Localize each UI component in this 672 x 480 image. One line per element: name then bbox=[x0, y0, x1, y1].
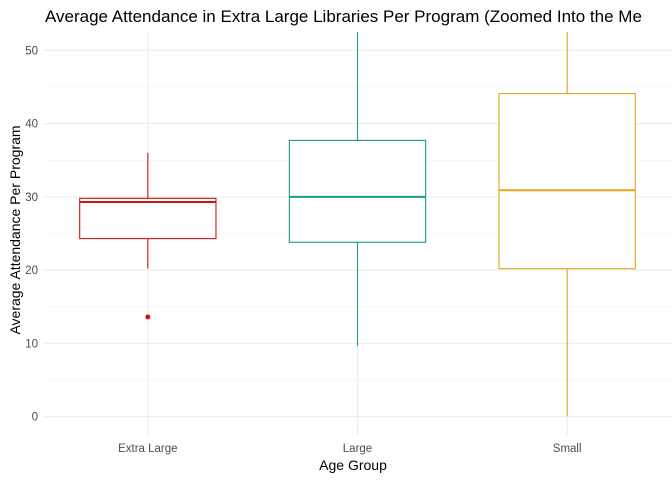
x-tick-label: Extra Large bbox=[118, 443, 177, 455]
box-body bbox=[79, 197, 217, 240]
x-tick-label: Small bbox=[553, 443, 582, 455]
y-axis-title: Average Attendance Per Program bbox=[7, 125, 23, 334]
box-body bbox=[288, 139, 427, 243]
x-axis-title: Age Group bbox=[319, 457, 387, 473]
box-large bbox=[288, 32, 427, 346]
boxes-layer bbox=[79, 32, 636, 416]
x-tick-label: Large bbox=[343, 443, 372, 455]
y-tick-label: 40 bbox=[25, 119, 38, 131]
box-extra-large bbox=[79, 152, 217, 320]
box-body bbox=[498, 92, 636, 270]
y-tick-label: 0 bbox=[32, 412, 38, 424]
y-tick-label: 10 bbox=[25, 338, 38, 350]
chart-title: Average Attendance in Extra Large Librar… bbox=[45, 7, 642, 26]
y-tick-label: 50 bbox=[25, 45, 38, 57]
outlier-point bbox=[145, 314, 151, 320]
y-tick-label: 30 bbox=[25, 192, 38, 204]
x-tick-labels: Extra Large Large Small bbox=[118, 443, 581, 455]
y-tick-label: 20 bbox=[25, 265, 38, 277]
y-tick-labels: 0 10 20 30 40 50 bbox=[25, 45, 38, 423]
box-small bbox=[498, 32, 636, 416]
